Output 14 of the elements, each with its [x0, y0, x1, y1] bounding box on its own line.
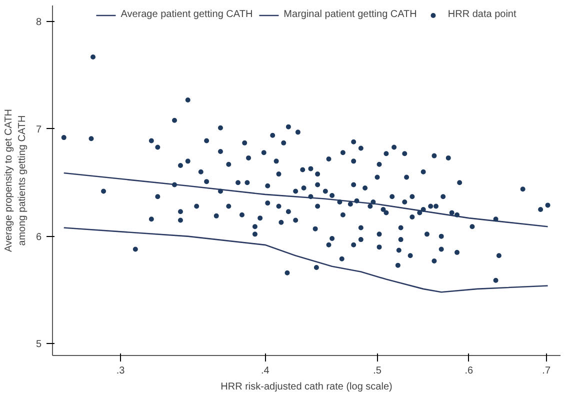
x-tick-label: .7: [542, 366, 551, 376]
y-tick-label: 7: [36, 124, 42, 136]
legend-label: Average patient getting CATH: [120, 9, 253, 20]
x-tick-label: .6: [464, 366, 474, 376]
x-tick-label: .5: [373, 366, 382, 376]
x-axis-title: HRR risk-adjusted cath rate (log scale): [220, 382, 392, 392]
legend-label: HRR data point: [448, 9, 516, 20]
legend-label: Marginal patient getting CATH: [284, 9, 417, 20]
y-tick-label: 6: [36, 232, 42, 243]
x-tick-label: .3: [116, 366, 126, 376]
y-tick-label: 5: [36, 339, 42, 350]
x-tick-label: .4: [260, 366, 270, 376]
y-tick-label: 8: [36, 17, 42, 28]
y-axis-title: Average propensity to get CATH among patients getting CATH: [4, 108, 28, 252]
